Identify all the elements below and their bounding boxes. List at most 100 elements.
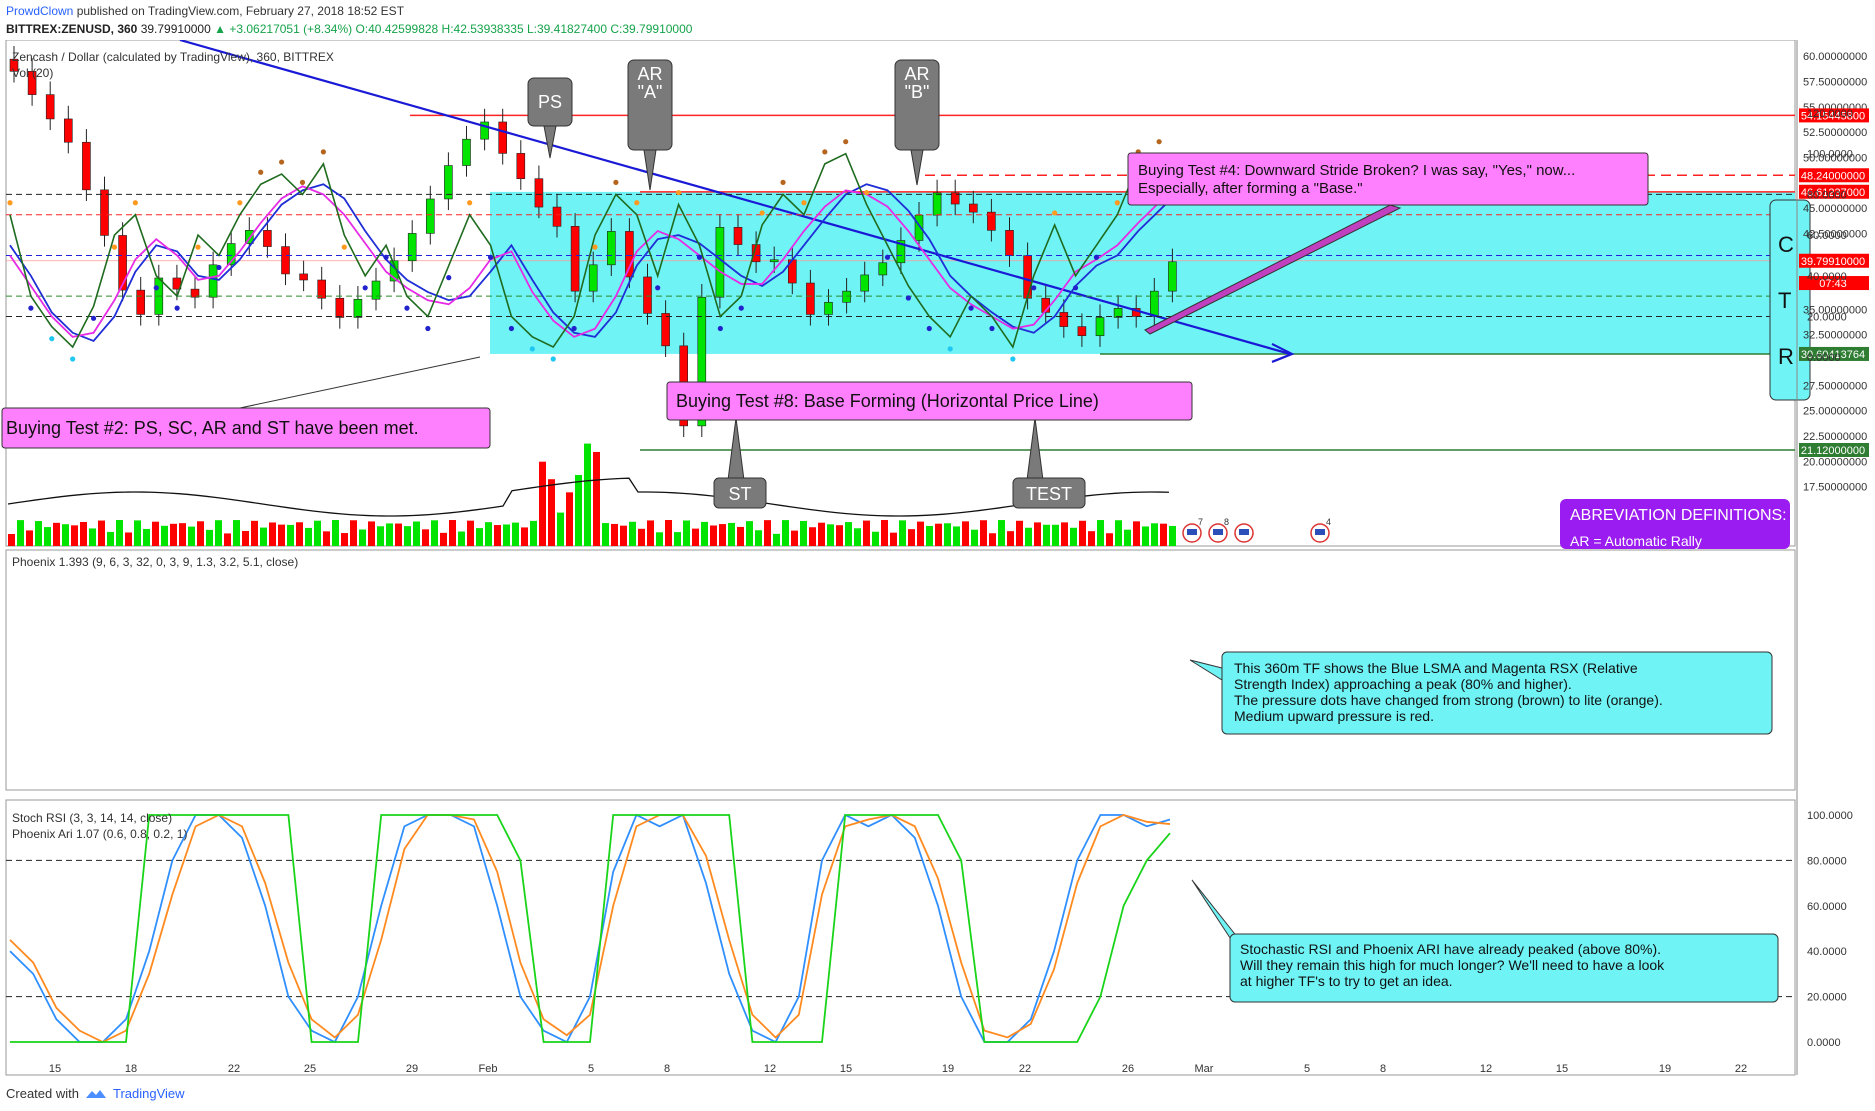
volume-bar bbox=[53, 522, 60, 546]
volume-bar bbox=[548, 479, 555, 546]
created-with-label: Created with bbox=[6, 1086, 79, 1101]
candle-body bbox=[824, 301, 833, 315]
note-box bbox=[1127, 152, 1649, 206]
volume-bar bbox=[431, 520, 438, 546]
pressure-dot bbox=[70, 356, 76, 362]
volume-bar bbox=[305, 527, 312, 546]
x-tick-label: 22 bbox=[228, 1063, 240, 1075]
pressure-dot bbox=[759, 210, 765, 216]
pressure-dot bbox=[529, 346, 535, 352]
stoch-note-line: Stochastic RSI and Phoenix ARI have alre… bbox=[1240, 941, 1661, 957]
volume-bar bbox=[836, 525, 843, 546]
flag-icon bbox=[1239, 529, 1249, 535]
volume-bar bbox=[890, 532, 897, 546]
candle-body bbox=[534, 178, 544, 208]
volume-bar bbox=[1043, 524, 1050, 546]
volume-bar bbox=[1034, 522, 1041, 546]
volume-bar bbox=[215, 520, 222, 546]
chart-canvas[interactable]: Phoenix 1.393 (9, 6, 3, 32, 0, 3, 9, 1.3… bbox=[0, 40, 1875, 1080]
note-bt4-line2: Especially, after forming a "Base." bbox=[1138, 180, 1363, 197]
volume-bar bbox=[386, 523, 393, 546]
candle-body bbox=[806, 282, 815, 315]
marker-label: PS bbox=[538, 92, 562, 112]
candle-body bbox=[1005, 230, 1014, 256]
volume-bar bbox=[845, 522, 852, 546]
y-tick-label: 40.0000 bbox=[1807, 946, 1847, 958]
volume-bar bbox=[368, 521, 375, 546]
abbrev-line: AR = Automatic Rally bbox=[1570, 533, 1702, 549]
candle-body bbox=[842, 290, 851, 303]
volume-bar bbox=[296, 522, 303, 546]
volume-bar bbox=[251, 520, 258, 546]
volume-bar bbox=[71, 525, 78, 546]
volume-bar bbox=[926, 525, 933, 546]
volume-bar bbox=[692, 528, 699, 546]
tradingview-logo-icon bbox=[85, 1089, 106, 1098]
pressure-dot bbox=[989, 325, 995, 332]
pressure-dot bbox=[258, 169, 264, 175]
marker-label: ST bbox=[728, 484, 751, 504]
x-tick-label: 25 bbox=[304, 1063, 316, 1075]
candle-body bbox=[643, 276, 652, 314]
stoch-title: Stoch RSI (3, 3, 14, 14, close) bbox=[12, 811, 172, 825]
note-box bbox=[666, 381, 1193, 421]
volume-bar bbox=[197, 521, 204, 546]
volume-bar bbox=[485, 522, 492, 546]
tradingview-link[interactable]: TradingView bbox=[112, 1086, 185, 1101]
candle-body bbox=[1113, 308, 1123, 318]
volume-bar bbox=[872, 531, 879, 546]
volume-bar bbox=[1151, 523, 1158, 546]
volume-bar bbox=[26, 530, 33, 546]
y-tick-label: 60.0000 bbox=[1807, 230, 1847, 242]
candle-body bbox=[625, 231, 634, 278]
flag-icon bbox=[1213, 529, 1223, 535]
volume-bar bbox=[773, 533, 780, 546]
candle-body bbox=[860, 274, 870, 292]
candle-body bbox=[82, 141, 91, 191]
pressure-dot bbox=[320, 149, 326, 155]
abbrev-title: ABREVIATION DEFINITIONS: bbox=[1570, 507, 1787, 524]
note-box bbox=[1221, 651, 1773, 735]
x-tick-label: Mar bbox=[1195, 1063, 1214, 1075]
pressure-dot bbox=[508, 325, 515, 332]
candle-body bbox=[281, 246, 290, 275]
note-box bbox=[1229, 933, 1779, 1003]
y-tick-label: 40.0000 bbox=[1807, 271, 1847, 283]
y-tick-label: 27.50000000 bbox=[1803, 380, 1867, 392]
volume-bar bbox=[827, 524, 834, 546]
volume-bar bbox=[98, 520, 105, 546]
phoenix-note-line: Strength Index) approaching a peak (80% … bbox=[1234, 676, 1572, 692]
volume-bar bbox=[80, 521, 87, 546]
pressure-dot bbox=[383, 254, 389, 260]
volume-bar bbox=[908, 529, 915, 546]
x-tick-label: 18 bbox=[125, 1063, 137, 1075]
marker-label: "A" bbox=[638, 82, 663, 102]
candle-body bbox=[462, 138, 471, 166]
candle-body bbox=[226, 243, 236, 266]
flag-icon bbox=[1315, 529, 1325, 535]
price-label-badge bbox=[1799, 168, 1869, 183]
candle-body bbox=[661, 313, 670, 347]
x-tick-label: 19 bbox=[942, 1063, 954, 1075]
trend-arrowhead bbox=[1271, 342, 1295, 363]
price-label-badge bbox=[1799, 253, 1869, 268]
candle-body bbox=[570, 226, 580, 292]
pressure-dot bbox=[905, 295, 911, 301]
abbrev-box bbox=[1560, 499, 1790, 549]
volume-bar bbox=[188, 526, 195, 546]
volume-bar bbox=[1169, 525, 1176, 546]
candle-body bbox=[516, 153, 526, 180]
author-link[interactable]: ProwdClown bbox=[6, 4, 74, 18]
volume-bar bbox=[647, 520, 654, 546]
marker-pointer bbox=[727, 417, 745, 481]
x-tick-label: 12 bbox=[1480, 1063, 1492, 1075]
volume-bar bbox=[8, 534, 15, 546]
y-tick-label: 20.00000000 bbox=[1803, 456, 1867, 468]
phoenix-note-line: This 360m TF shows the Blue LSMA and Mag… bbox=[1234, 660, 1638, 676]
volume-bar bbox=[233, 520, 240, 546]
volume-bar bbox=[566, 492, 573, 546]
phoenix-pane-frame bbox=[5, 549, 1796, 791]
y-tick-label: 20.0000 bbox=[1807, 312, 1847, 324]
pressure-dot bbox=[1052, 210, 1058, 216]
candle-body bbox=[878, 262, 888, 276]
